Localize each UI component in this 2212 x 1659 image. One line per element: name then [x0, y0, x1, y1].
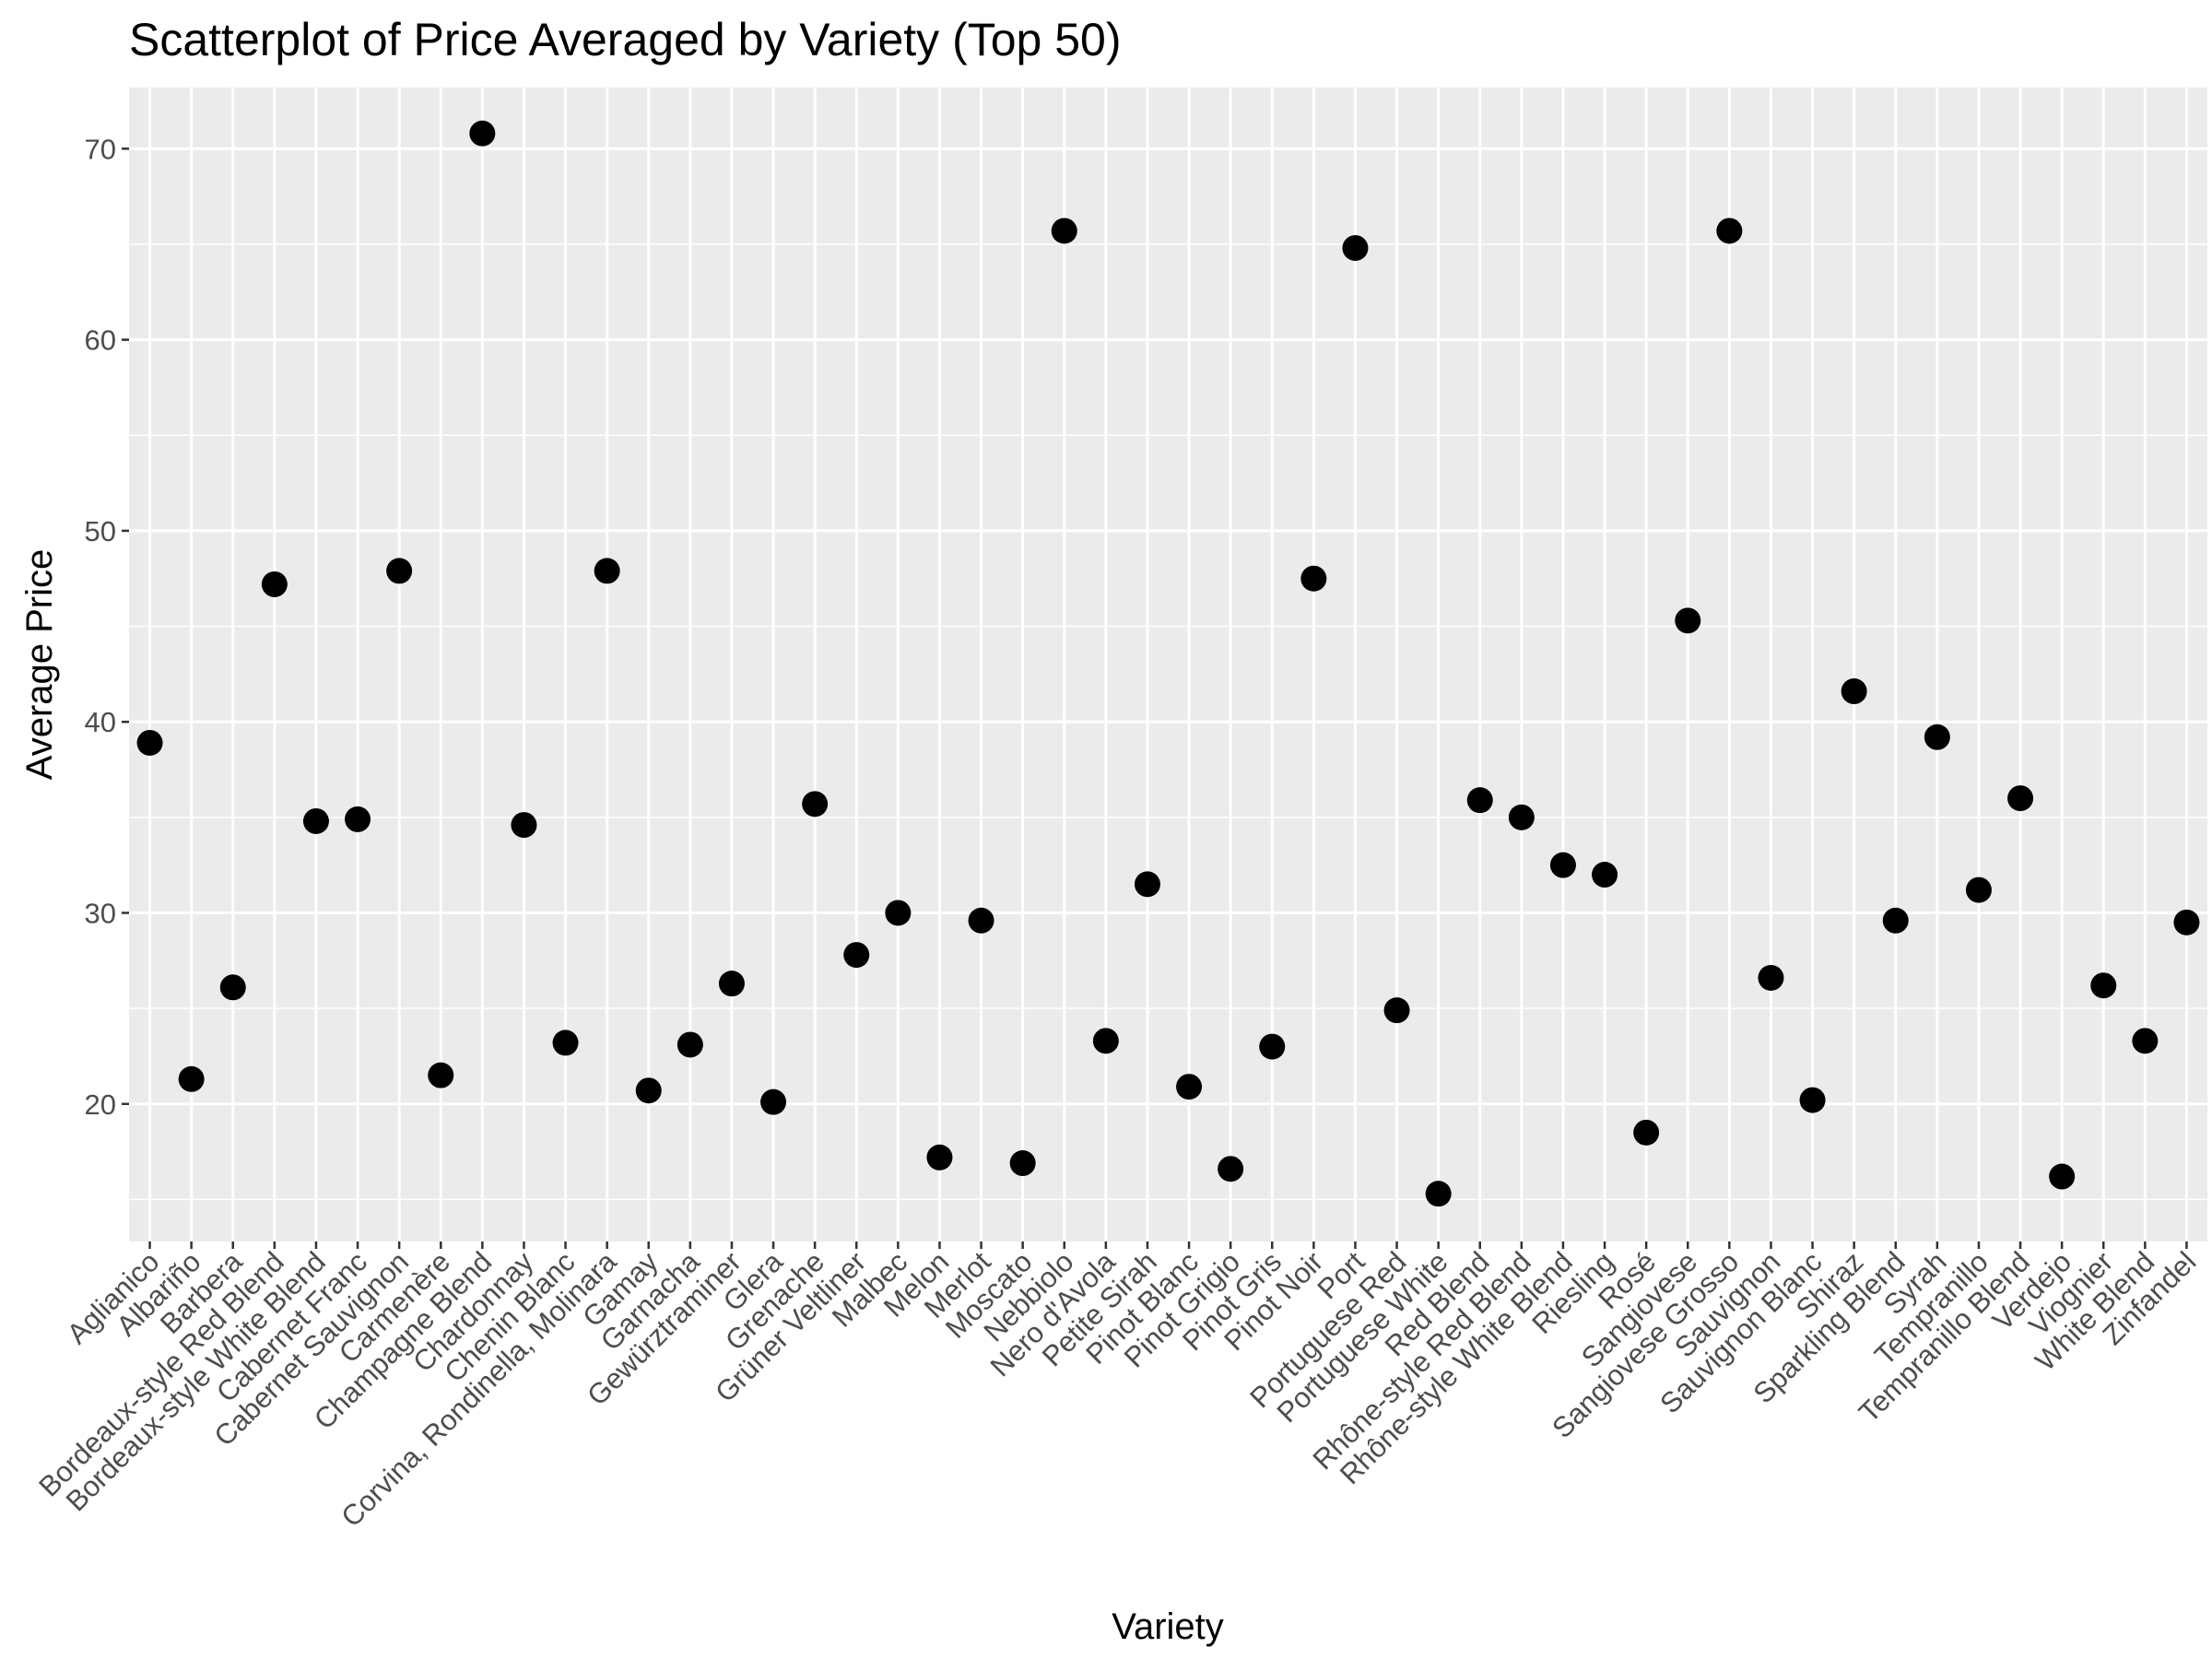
- data-point: [386, 558, 413, 584]
- data-point: [136, 729, 163, 756]
- data-point: [1924, 724, 1950, 750]
- data-point: [1716, 218, 1743, 244]
- data-point: [2007, 785, 2034, 812]
- data-point: [1592, 862, 1618, 888]
- data-point: [926, 1144, 953, 1171]
- data-point: [1675, 607, 1701, 634]
- data-point: [219, 974, 246, 1001]
- data-point: [594, 558, 620, 584]
- data-point: [677, 1031, 703, 1058]
- y-tick-label: 30: [85, 897, 116, 929]
- data-point: [552, 1030, 579, 1056]
- data-point: [2090, 972, 2117, 999]
- data-point: [1882, 907, 1909, 934]
- data-points: [136, 120, 2200, 1207]
- data-point: [469, 120, 496, 147]
- data-point: [511, 812, 537, 839]
- data-point: [1092, 1028, 1119, 1054]
- y-tick-label: 40: [85, 706, 116, 738]
- y-tick-label: 20: [85, 1088, 116, 1121]
- data-point: [1549, 852, 1576, 878]
- data-point: [1841, 678, 1867, 705]
- y-tick-label: 70: [85, 133, 116, 165]
- data-point: [1009, 1150, 1036, 1177]
- data-point: [1633, 1119, 1660, 1146]
- data-point: [345, 806, 371, 832]
- chart-title: Scatterplot of Price Averaged by Variety…: [129, 14, 1122, 65]
- data-point: [885, 900, 912, 926]
- data-point: [1758, 964, 1784, 991]
- data-point: [1134, 871, 1160, 898]
- data-point: [635, 1077, 662, 1104]
- data-point: [1466, 787, 1493, 814]
- data-point: [1425, 1181, 1452, 1207]
- data-point: [760, 1088, 787, 1115]
- data-point: [802, 791, 829, 818]
- data-point: [302, 807, 329, 834]
- data-point: [2049, 1163, 2076, 1190]
- x-axis-title: Variety: [1112, 1606, 1224, 1647]
- data-point: [968, 907, 994, 934]
- data-point: [1051, 218, 1077, 244]
- data-point: [1300, 565, 1327, 592]
- data-point: [843, 942, 870, 969]
- data-point: [1218, 1156, 1244, 1182]
- data-point: [1176, 1074, 1203, 1100]
- plot-panel: [129, 88, 2207, 1241]
- data-point: [2132, 1028, 2159, 1054]
- data-point: [1342, 235, 1369, 262]
- y-axis: 20 30 40 50 60 70: [85, 133, 129, 1121]
- y-tick-label: 60: [85, 324, 116, 357]
- data-point: [261, 571, 288, 597]
- data-point: [2173, 909, 2200, 935]
- data-point: [718, 971, 745, 997]
- data-point: [1965, 877, 1992, 903]
- data-point: [1259, 1033, 1286, 1060]
- data-point: [1508, 804, 1535, 830]
- data-point: [178, 1065, 205, 1092]
- y-tick-label: 50: [85, 515, 116, 547]
- data-point: [1383, 997, 1410, 1024]
- y-axis-title: Average Price: [19, 549, 60, 781]
- data-point: [1799, 1087, 1826, 1113]
- data-point: [428, 1062, 454, 1088]
